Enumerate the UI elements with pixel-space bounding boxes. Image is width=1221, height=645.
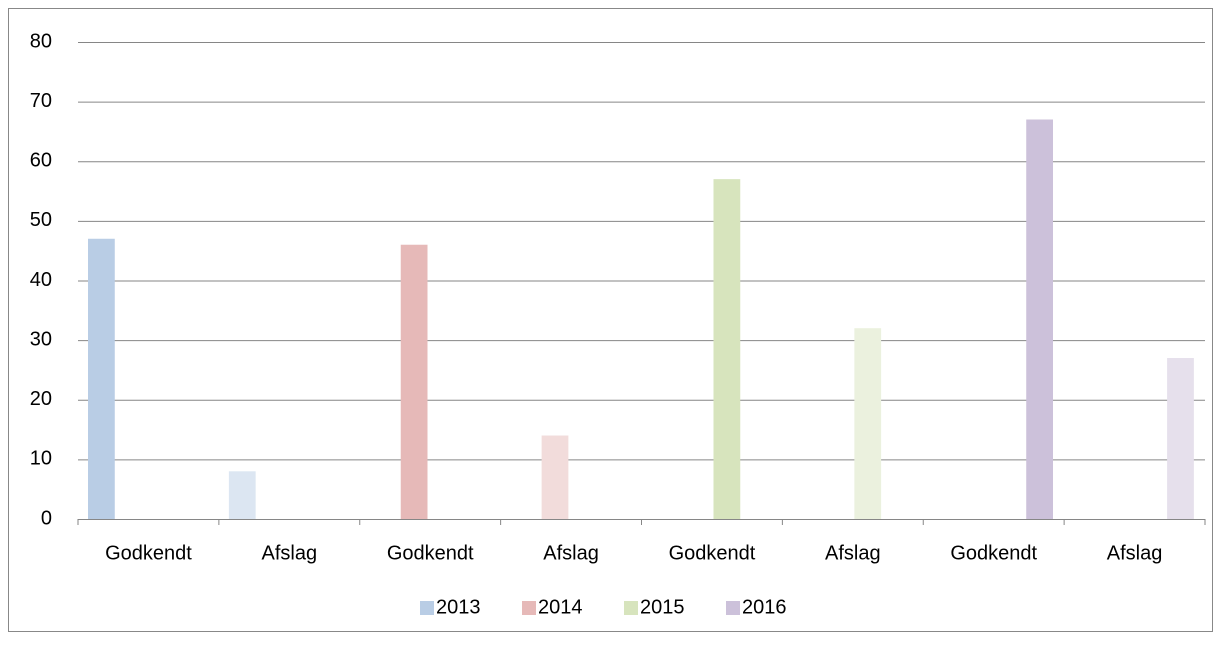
y-tick-label: 80 [30,30,52,52]
bar [854,328,882,519]
y-tick-label: 10 [30,448,52,470]
x-tick-label: Godkendt [950,542,1037,564]
legend-label: 2015 [640,596,685,618]
y-tick-label: 0 [41,507,52,529]
x-tick-label: Godkendt [105,542,192,564]
y-tick-label: 50 [30,209,52,231]
legend-label: 2016 [742,596,787,618]
chart-border [8,8,1213,632]
bar [400,244,428,519]
legend-swatch [726,601,740,615]
x-tick-label: Afslag [825,542,881,564]
y-tick-label: 60 [30,150,52,172]
x-tick-label: Godkendt [387,542,474,564]
x-tick-label: Afslag [1107,542,1163,564]
bar [713,179,741,519]
legend-swatch [522,601,536,615]
y-tick-label: 70 [30,90,52,112]
legend-swatch [420,601,434,615]
y-tick-label: 30 [30,328,52,350]
y-tick-label: 40 [30,269,52,291]
bar [1167,358,1194,519]
legend-swatch [624,601,638,615]
legend-label: 2013 [436,596,481,618]
y-tick-label: 20 [30,388,52,410]
x-tick-label: Godkendt [669,542,756,564]
bar [88,238,115,519]
legend-label: 2014 [538,596,583,618]
x-tick-label: Afslag [543,542,599,564]
x-tick-label: Afslag [262,542,318,564]
bar [1026,119,1053,519]
bar [541,435,569,519]
bar [228,471,256,519]
